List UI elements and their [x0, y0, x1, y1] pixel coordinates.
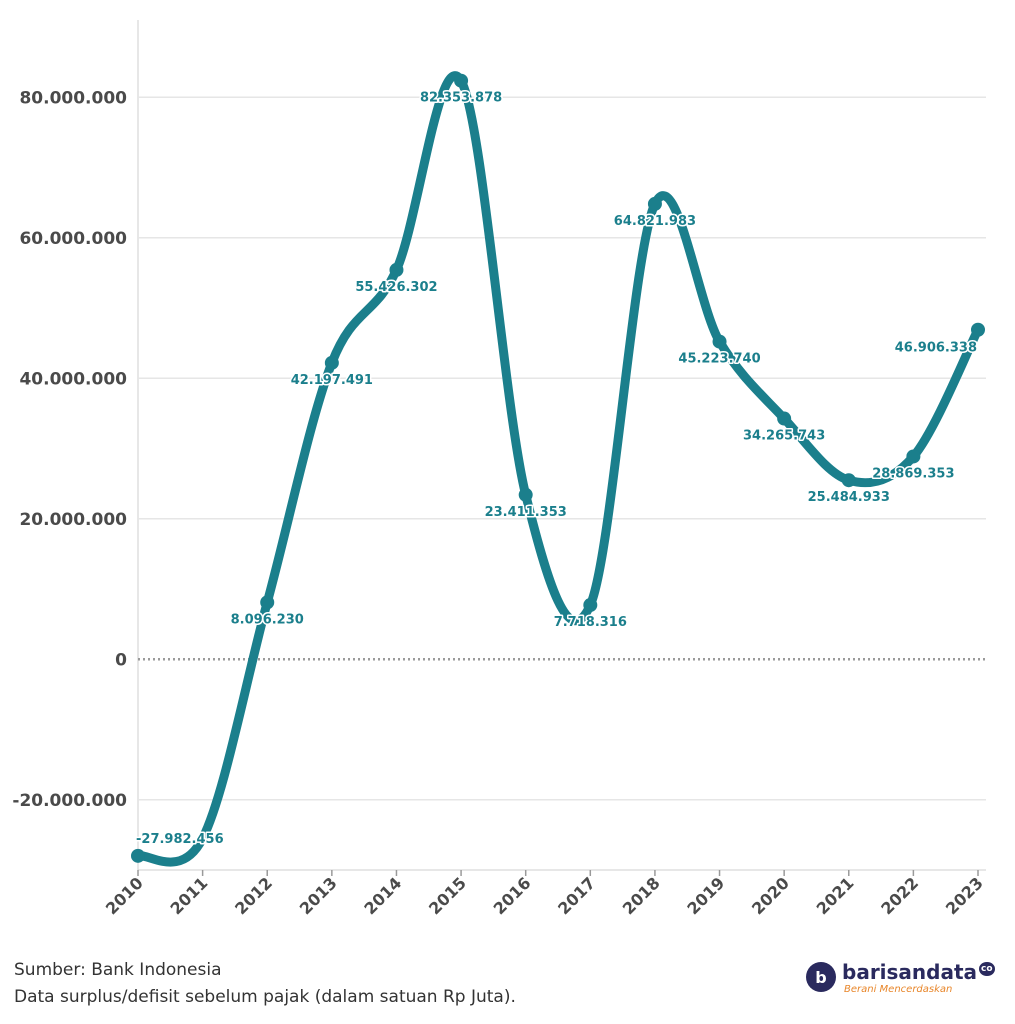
x-tick-label: 2012	[231, 873, 276, 918]
x-tick-label: 2022	[877, 873, 922, 918]
x-tick-label: 2020	[748, 873, 793, 918]
logo-tagline: Berani Mencerdaskan	[844, 984, 953, 995]
data-point	[454, 73, 469, 88]
grid-lines	[137, 20, 986, 871]
data-label: 34.265.743	[743, 429, 825, 444]
data-point	[777, 411, 792, 426]
data-labels: -27.982.456 8.096.230 42.197.491 55.426.302…	[135, 89, 979, 848]
x-tick-label: 2015	[425, 873, 470, 918]
data-label: 25.484.933	[808, 490, 890, 505]
y-tick-label: -20.000.000	[12, 791, 127, 811]
data-label: 82.353.878	[420, 91, 502, 106]
data-point	[324, 355, 339, 370]
data-label: 55.426.302	[355, 280, 437, 295]
data-point	[906, 449, 921, 464]
y-tick-label: 0	[115, 650, 127, 670]
data-label: 28.869.353	[872, 466, 954, 481]
data-point	[841, 473, 856, 488]
logo-name: barisandata	[842, 960, 978, 984]
data-point	[131, 848, 145, 863]
x-tick-label: 2018	[619, 873, 664, 918]
y-tick-label: 60.000.000	[19, 229, 127, 249]
series-layer	[131, 71, 985, 867]
x-tick-label: 2014	[360, 873, 405, 918]
data-point	[647, 196, 662, 211]
data-point	[712, 334, 727, 349]
data-label: -27.982.456	[136, 832, 224, 847]
x-tick-label: 2010	[102, 873, 147, 918]
y-tick-label: 80.000.000	[19, 88, 127, 108]
unit-note: Data surplus/defisit sebelum pajak (dala…	[14, 987, 516, 1007]
data-point	[518, 487, 533, 502]
data-point	[389, 262, 404, 277]
x-tick-label: 2019	[683, 873, 728, 918]
data-label: 7.718.316	[554, 615, 627, 630]
x-axis: 2010 2011 2012 2013 2014 2015 2016 2017 2018 2019…	[102, 870, 987, 918]
x-tick-label: 2013	[296, 873, 341, 918]
source-note: Sumber: Bank Indonesia	[14, 960, 222, 980]
line-chart: -20.000.000 0 20.000.000 40.000.000 60.000.0…	[12, 20, 987, 918]
data-point	[583, 598, 598, 613]
data-label: 64.821.983	[614, 214, 696, 229]
series-line	[133, 71, 983, 867]
data-label: 8.096.230	[231, 612, 304, 627]
x-tick-label: 2021	[813, 873, 858, 918]
y-tick-label: 40.000.000	[19, 369, 127, 389]
brand-logo: b barisandata co Berani Mencerdaskan	[806, 960, 1006, 998]
data-label: 46.906.338	[895, 341, 977, 356]
data-point	[971, 322, 985, 337]
x-tick-label: 2023	[942, 873, 987, 918]
data-label: 42.197.491	[291, 373, 373, 388]
chart-footer: Sumber: Bank Indonesia Data surplus/defi…	[14, 957, 516, 1011]
x-tick-label: 2011	[167, 873, 212, 918]
x-tick-label: 2016	[490, 873, 535, 918]
x-tick-label: 2017	[554, 873, 599, 918]
logo-tld: co	[979, 962, 995, 977]
data-point	[260, 595, 275, 610]
data-label: 45.223.740	[678, 352, 760, 367]
logo-mark-icon: b	[806, 962, 836, 992]
y-axis: -20.000.000 0 20.000.000 40.000.000 60.000.0…	[12, 88, 127, 810]
data-label: 23.411.353	[485, 505, 567, 520]
y-tick-label: 20.000.000	[19, 510, 127, 530]
